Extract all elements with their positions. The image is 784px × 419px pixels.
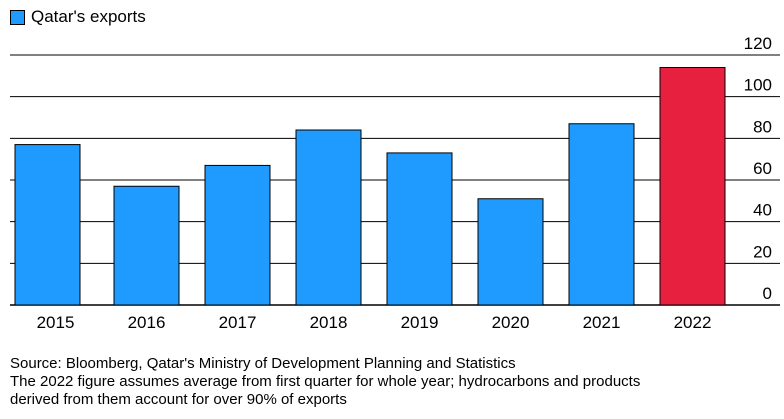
- bars: [14, 67, 726, 306]
- y-tick-60: 60: [753, 159, 772, 178]
- bar-2020: [477, 198, 544, 306]
- y-tick-0: 0: [763, 284, 772, 303]
- x-tick-2021: 2021: [583, 313, 621, 332]
- legend-swatch: [10, 9, 25, 25]
- y-tick-80: 80: [753, 117, 772, 136]
- x-tick-2019: 2019: [401, 313, 439, 332]
- source-note: Source: Bloomberg, Qatar's Ministry of D…: [10, 355, 516, 372]
- bar-2018: [295, 129, 362, 306]
- bar-2017: [204, 164, 271, 306]
- y-tick-labels: 0 20 40 60 80 100 120: [744, 34, 772, 303]
- x-tick-2017: 2017: [219, 313, 257, 332]
- bar-chart: 0 20 40 60 80 100 120 2015 2016 2017 2018 2019 2020…: [10, 34, 780, 332]
- x-tick-2016: 2016: [128, 313, 166, 332]
- bar-2021: [568, 123, 635, 306]
- y-tick-120: 120: [744, 34, 772, 53]
- bar-2015: [14, 144, 81, 306]
- footnote-line-2: derived from them account for over 90% o…: [10, 391, 347, 408]
- legend-label: Qatar's exports: [31, 7, 146, 26]
- x-tick-2020: 2020: [492, 313, 530, 332]
- x-tick-2022: 2022: [674, 313, 712, 332]
- bar-2019: [386, 152, 453, 306]
- x-tick-2018: 2018: [310, 313, 348, 332]
- chart-legend: Qatar's exports: [10, 6, 146, 28]
- x-tick-2015: 2015: [37, 313, 75, 332]
- y-tick-100: 100: [744, 76, 772, 95]
- bar-2016: [113, 185, 180, 306]
- y-tick-20: 20: [753, 242, 772, 261]
- footnote-line-1: The 2022 figure assumes average from fir…: [10, 373, 641, 390]
- x-tick-labels: 2015 2016 2017 2018 2019 2020 2021 2022: [37, 313, 712, 332]
- y-tick-40: 40: [753, 201, 772, 220]
- chart-footer: Source: Bloomberg, Qatar's Ministry of D…: [10, 355, 780, 409]
- bar-2022: [659, 67, 726, 306]
